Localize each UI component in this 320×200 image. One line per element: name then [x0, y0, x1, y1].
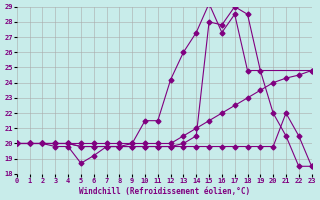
X-axis label: Windchill (Refroidissement éolien,°C): Windchill (Refroidissement éolien,°C)	[79, 187, 250, 196]
